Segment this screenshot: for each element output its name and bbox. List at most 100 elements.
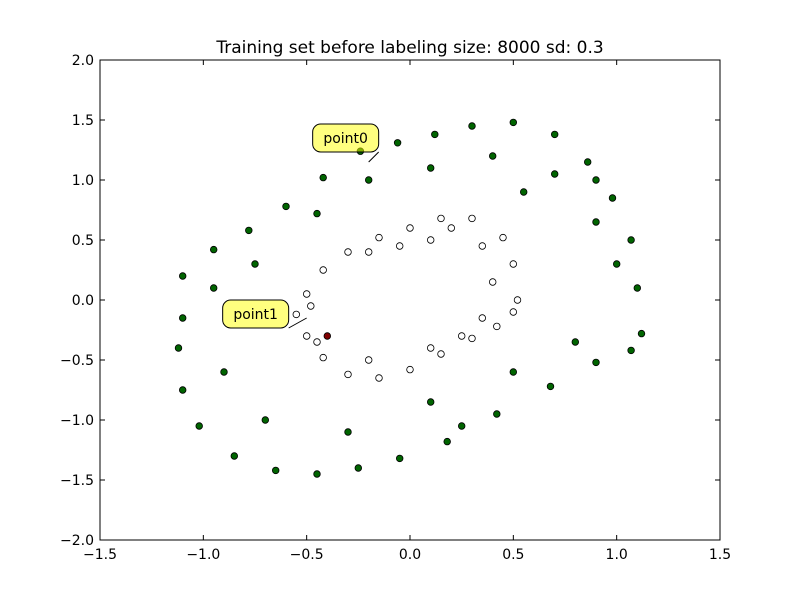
annotation-box: [222, 299, 290, 329]
data-point: [592, 218, 600, 226]
data-point: [447, 224, 455, 232]
data-point: [613, 260, 621, 268]
data-point: [427, 164, 435, 172]
y-tick-label: 2.0: [72, 53, 94, 69]
data-point: [220, 368, 228, 376]
annotation-label: point0: [323, 131, 368, 147]
data-point: [520, 188, 528, 196]
data-point: [509, 260, 517, 268]
data-point: [178, 272, 187, 280]
data-point: [551, 170, 559, 178]
data-point: [292, 310, 300, 319]
data-point: [489, 152, 497, 160]
data-point: [478, 242, 486, 250]
data-point: [627, 236, 635, 244]
data-point: [627, 346, 635, 355]
data-point: [513, 296, 522, 304]
data-point: [245, 226, 253, 235]
data-point: [458, 422, 466, 430]
data-point: [282, 202, 290, 211]
data-point: [427, 236, 435, 244]
data-point: [468, 122, 476, 130]
data-point: [261, 416, 269, 424]
x-axis: −1.5 −1.0 −0.5 0.0 0.5 1.0 1.5: [83, 60, 731, 563]
data-point: [608, 194, 617, 202]
data-point: [313, 338, 321, 346]
data-point: [251, 260, 259, 268]
data-point: [458, 332, 466, 340]
x-tick-label: 1.0: [606, 547, 628, 563]
data-point: [323, 332, 331, 340]
annotation-label: point1: [233, 307, 278, 323]
data-point: [571, 338, 579, 346]
data-point: [592, 358, 600, 367]
data-point: [551, 130, 559, 139]
data-point: [319, 266, 327, 274]
plot-area: point0 point1 −1.5 −1.0 −0.5 0.0 0.5 1.0 1.5 −2…: [60, 53, 731, 563]
data-point: [313, 470, 321, 478]
y-tick-label: 0.5: [72, 233, 94, 249]
data-point: [303, 290, 311, 298]
data-point: [375, 374, 383, 382]
y-tick-label: −0.5: [60, 353, 94, 369]
data-point: [230, 452, 238, 460]
x-tick-label: −1.5: [83, 547, 117, 563]
x-tick-label: −1.0: [186, 547, 220, 563]
y-tick-label: −1.0: [60, 413, 94, 429]
annotation-layer: point0 point1: [222, 123, 380, 329]
data-point: [344, 248, 352, 256]
x-tick-label: −0.5: [290, 547, 324, 563]
data-point: [178, 386, 187, 394]
data-point: [493, 322, 501, 331]
data-point: [365, 356, 373, 364]
data-point: [478, 314, 486, 322]
data-point: [303, 332, 311, 340]
data-point: [546, 382, 555, 391]
chart-title: Training set before labeling size: 8000 …: [215, 38, 603, 58]
y-tick-label: −1.5: [60, 473, 94, 489]
y-tick-label: 1.0: [72, 173, 94, 189]
annotation-arrow: [288, 317, 307, 329]
data-point: [313, 209, 321, 218]
data-point: [319, 353, 327, 362]
y-tick-label: 1.5: [72, 113, 94, 129]
x-tick-label: 0.5: [502, 547, 524, 563]
data-point: [637, 329, 646, 338]
data-point: [489, 278, 497, 286]
data-point: [344, 428, 352, 436]
data-point: [209, 284, 218, 292]
data-point: [365, 176, 373, 184]
data-point: [393, 139, 402, 147]
annotation-box: [312, 123, 380, 153]
x-tick-label: 1.5: [709, 547, 731, 563]
y-axis: −2.0 −1.5 −1.0 −0.5 0.0 0.5 1.0 1.5 2.0: [60, 53, 720, 549]
data-point: [633, 284, 641, 292]
data-point: [307, 302, 315, 310]
data-point: [509, 118, 517, 127]
points-layer: [174, 118, 646, 478]
data-point: [354, 464, 362, 472]
data-point: [509, 368, 517, 376]
data-point: [344, 370, 352, 379]
data-point: [396, 454, 404, 463]
data-point: [319, 173, 327, 182]
data-point: [592, 176, 600, 184]
data-point: [406, 224, 414, 232]
data-point: [437, 350, 445, 358]
data-point: [396, 242, 404, 250]
data-point: [375, 233, 383, 242]
data-point: [427, 344, 435, 352]
data-point: [209, 245, 218, 254]
data-point: [406, 365, 414, 374]
annotation-arrow: [368, 151, 380, 163]
data-point: [443, 437, 451, 446]
data-point: [365, 248, 373, 256]
data-point: [195, 422, 203, 430]
data-point: [468, 214, 476, 223]
data-point: [499, 233, 507, 242]
data-point: [174, 344, 183, 352]
data-point: [468, 334, 476, 343]
data-point: [178, 314, 187, 322]
x-tick-label: 0.0: [399, 547, 421, 563]
